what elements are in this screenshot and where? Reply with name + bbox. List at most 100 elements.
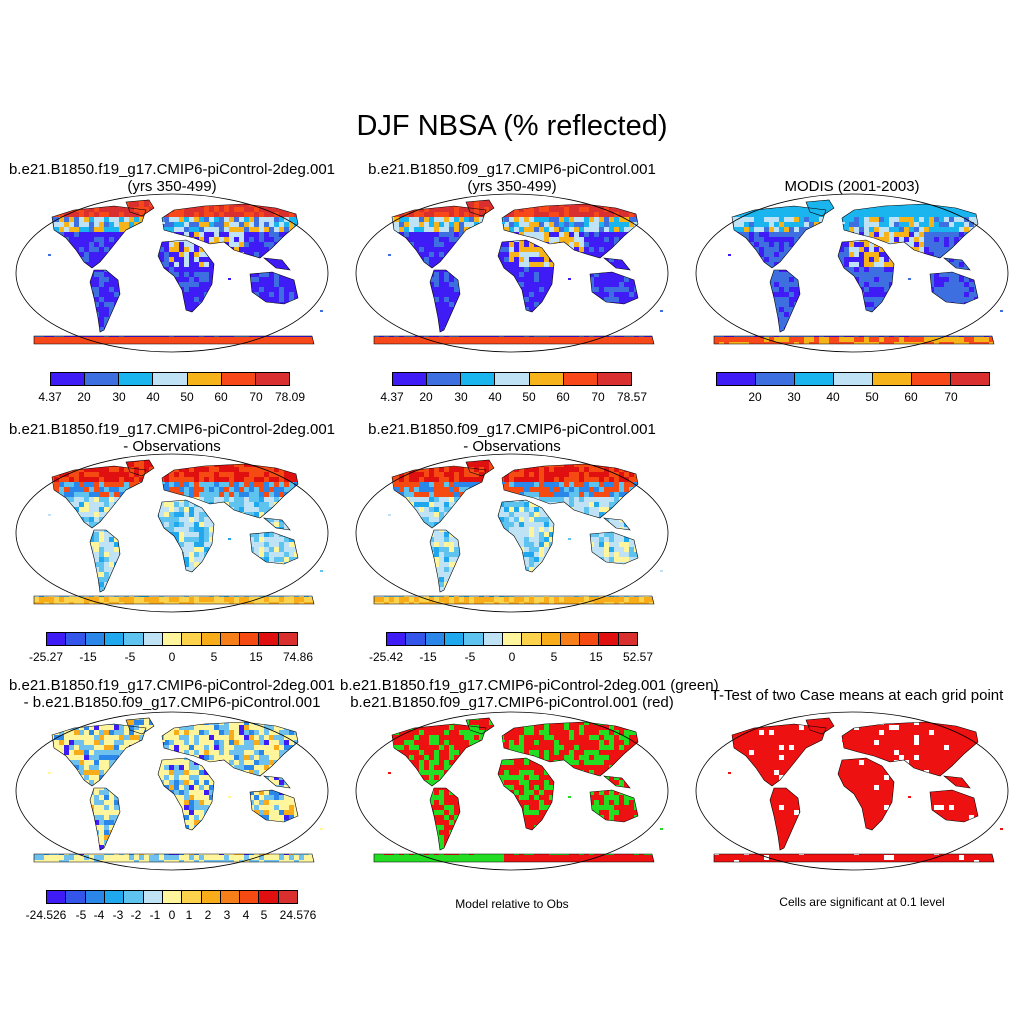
colorbar-swatch [393,373,428,385]
coastline [589,271,639,305]
colorbar-swatch [182,633,202,645]
island [660,310,663,312]
land-cells [374,718,654,862]
colorbar-swatch [182,891,202,903]
colorbar-swatch [912,373,951,385]
island [228,538,231,540]
colorbar-swatch [162,891,183,903]
coastline [249,789,299,823]
colorbar-swatch [795,373,834,385]
colorbar-swatch [495,373,530,385]
panel-3-title: MODIS (2001-2003) [784,178,920,195]
colorbar-label: -15 [419,650,437,664]
colorbar-label: 30 [787,390,801,404]
colorbar-swatch [259,891,279,903]
coastline [89,787,121,851]
coastline [497,757,555,831]
colorbar-swatch [597,373,631,385]
coastline [429,269,461,333]
colorbar-swatch [66,891,86,903]
colorbar-swatch [143,891,163,903]
coastline [161,721,299,777]
panel-8-caption: Model relative to Obs [455,897,569,911]
colorbar-swatch [278,633,298,645]
coastline [125,717,155,735]
coastline [161,463,299,519]
colorbar-swatch [220,891,241,903]
colorbar-label: 74.86 [282,650,314,664]
map-panel-5 [355,453,669,613]
colorbar-swatch [560,633,581,645]
land-cells [374,200,654,344]
colorbar-label: 70 [249,390,263,404]
coastline [589,531,639,565]
map-panel-4 [15,453,329,613]
coastline [943,257,971,271]
coastline [125,199,155,217]
colorbar-label: 0 [508,650,516,664]
land-cells [374,460,654,604]
colorbar-swatch [580,633,600,645]
colorbar-swatch [834,373,873,385]
coastline [465,717,495,735]
colorbar-swatch [124,891,144,903]
colorbar-swatch [873,373,912,385]
colorbar-label: 15 [249,650,263,664]
coastline [125,459,155,477]
island [320,828,323,830]
colorbar-label: 40 [146,390,160,404]
coastline [501,463,639,519]
colorbar-swatch [599,633,619,645]
coastline [263,517,291,531]
colorbar-label: -5 [124,650,136,664]
coastline [391,723,487,787]
coastline [391,465,487,529]
colorbar-4 [46,632,298,646]
coastline [51,465,147,529]
colorbar-1 [50,372,290,386]
land-cells [34,200,314,344]
colorbar-label: 50 [865,390,879,404]
island [568,538,571,540]
island [228,278,231,280]
colorbar-swatch [51,373,86,385]
colorbar-swatch [124,633,144,645]
colorbar-label: -25.42 [368,650,404,664]
colorbar-label: 5 [210,650,218,664]
colorbar-swatch [541,633,561,645]
island [388,772,391,774]
colorbar-label: 4 [242,908,250,922]
colorbar-swatch [220,633,241,645]
map-outline [15,711,329,871]
panel-4-title: b.e21.B1850.f19_g17.CMIP6-piControl-2deg… [8,421,336,455]
coastline [157,757,215,831]
panel-8-title: b.e21.B1850.f19_g17.CMIP6-piControl-2deg… [340,677,719,711]
colorbar-swatch [85,373,120,385]
colorbar-label: 78.09 [274,390,306,404]
coastline [805,199,835,217]
colorbar-label: -5 [464,650,476,664]
map-outline [355,193,669,353]
map-panel-1 [15,193,329,353]
coastline [157,239,215,313]
coastline [391,205,487,269]
colorbar-swatch [461,373,496,385]
coastline [501,721,639,777]
island [162,740,165,742]
island [320,570,323,572]
coastline [465,459,495,477]
map-panel-7 [15,711,329,871]
colorbar-label: 20 [77,390,91,404]
figure-title: DJF NBSA (% reflected) [356,110,668,142]
coastline [263,257,291,271]
colorbar-swatch [221,373,256,385]
colorbar-swatch [464,633,484,645]
panel-9-title: T-Test of two Case means at each grid po… [710,687,1004,704]
coastline [603,775,631,789]
colorbar-swatch [717,373,756,385]
island [728,772,731,774]
colorbar-swatch [66,633,86,645]
coastline [805,717,835,735]
coastline [841,203,979,259]
coastline [263,775,291,789]
